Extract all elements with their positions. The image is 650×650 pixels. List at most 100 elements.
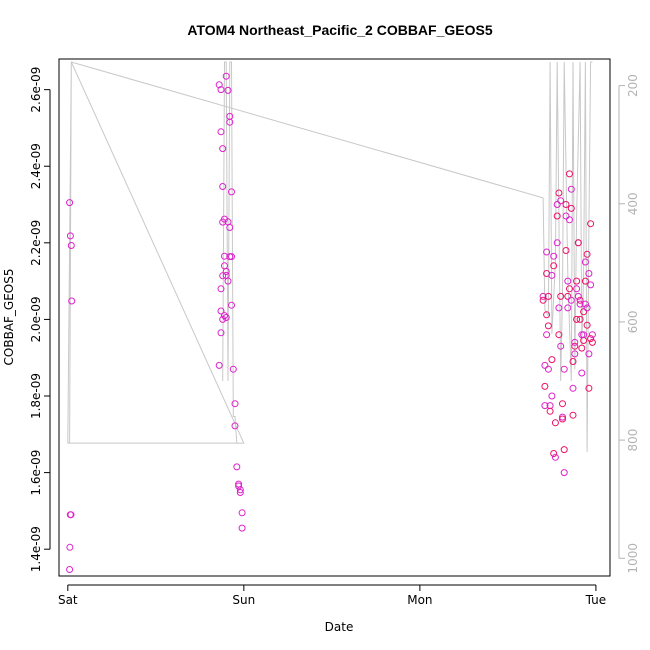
data-point [564, 277, 572, 285]
data-point [564, 304, 572, 312]
pressure-line-layer [67, 61, 593, 452]
data-point [567, 296, 575, 304]
data-point [567, 185, 575, 193]
data-point [219, 272, 227, 280]
data-point [544, 322, 552, 330]
data-point [557, 197, 565, 205]
data-point [548, 271, 556, 279]
data-point [222, 314, 230, 321]
data-point [562, 212, 570, 220]
data-point [583, 250, 591, 258]
y-tick-label: 1.6e-09 [29, 450, 43, 496]
data-point [222, 72, 230, 80]
data-point [580, 308, 588, 316]
data-point [581, 277, 589, 285]
data-point [541, 382, 549, 390]
data-point [569, 384, 577, 392]
data-point [551, 453, 559, 461]
pressure-line-sun-spikes [222, 61, 238, 444]
data-point [548, 356, 556, 364]
chart-title: ATOM4 Northeast_Pacific_2 COBBAF_GEOS5 [187, 22, 492, 38]
data-point [588, 331, 596, 339]
data-point [562, 247, 570, 254]
data-point [550, 262, 558, 270]
data-point [217, 307, 225, 315]
data-point [228, 188, 235, 196]
data-point [553, 239, 561, 247]
right-tick-label: 800 [626, 429, 640, 452]
data-point [585, 270, 593, 277]
data-point [219, 218, 227, 226]
data-point [581, 258, 589, 266]
right-tick-label: 200 [626, 74, 640, 97]
data-point [66, 511, 74, 519]
data-point [559, 400, 566, 408]
data-point [581, 300, 589, 308]
data-point [224, 86, 232, 94]
y-tick-label: 1.8e-09 [29, 373, 43, 419]
data-point [555, 304, 563, 312]
data-point [539, 296, 547, 304]
data-point [546, 407, 554, 415]
data-point [578, 344, 586, 352]
data-point [217, 329, 225, 337]
data-point [66, 199, 74, 207]
pressure-line [67, 61, 593, 452]
data-point [215, 361, 223, 369]
data-point [221, 312, 228, 320]
data-point [238, 524, 246, 532]
data-point [559, 413, 566, 421]
data-point [567, 204, 575, 212]
data-point [583, 321, 591, 329]
data-point [226, 224, 234, 231]
right-tick-label: 1000 [626, 543, 640, 574]
data-point [550, 450, 558, 457]
data-point [228, 301, 235, 309]
data-point [219, 183, 227, 190]
data-point [574, 239, 582, 247]
data-point [219, 315, 227, 323]
data-point [573, 315, 581, 323]
y-tick-label: 1.4e-09 [29, 526, 43, 572]
data-point [566, 170, 573, 178]
data-point [555, 189, 563, 197]
data-point [585, 384, 593, 392]
data-point [238, 509, 246, 517]
data-point [226, 118, 234, 126]
data-point [557, 342, 565, 350]
data-point [66, 543, 74, 551]
data-point [573, 285, 581, 293]
data-point [548, 392, 556, 400]
data-point [217, 86, 225, 94]
x-axis-label: Date [325, 620, 354, 634]
data-point [233, 463, 241, 471]
data-point [576, 296, 584, 304]
data-point [67, 242, 75, 249]
x-tick-label: Tue [585, 593, 607, 607]
data-point [580, 331, 588, 339]
data-point [571, 350, 579, 358]
data-point [564, 292, 572, 300]
x-tick-label: Sat [58, 593, 78, 607]
right-tick-label: 400 [626, 192, 640, 215]
data-point [569, 411, 577, 419]
data-point [215, 81, 223, 89]
data-point [555, 331, 563, 339]
data-point [539, 292, 547, 300]
data-point [578, 369, 586, 377]
data-point [574, 292, 582, 300]
y-axis: 1.4e-09 1.6e-09 1.8e-09 2.0e-09 2.2e-09 2.4e-… [29, 67, 51, 572]
data-point [587, 335, 595, 343]
data-point [585, 350, 593, 358]
data-point [231, 400, 239, 408]
data-point [571, 342, 579, 350]
data-point [576, 300, 584, 308]
y-tick-label: 2.6e-09 [29, 67, 43, 113]
data-point [560, 365, 568, 373]
data-point [221, 262, 228, 270]
data-point [560, 446, 568, 454]
y-tick-label: 2.2e-09 [29, 220, 43, 266]
data-point [559, 415, 566, 423]
y-tick-label: 2.4e-09 [29, 143, 43, 189]
